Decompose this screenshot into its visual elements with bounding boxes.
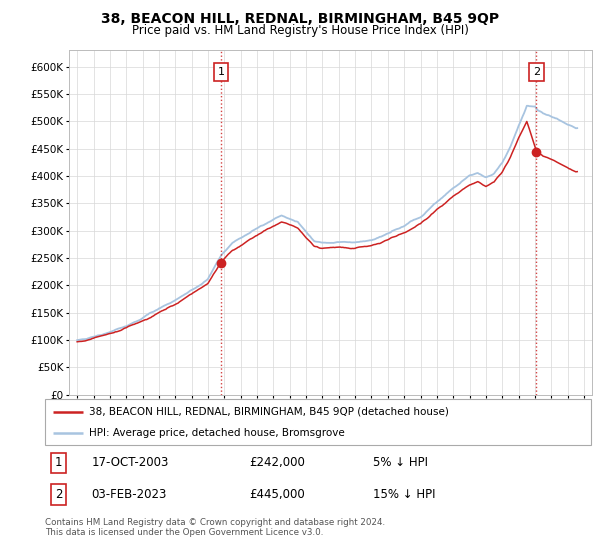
Text: HPI: Average price, detached house, Bromsgrove: HPI: Average price, detached house, Brom… bbox=[89, 428, 344, 438]
Text: Price paid vs. HM Land Registry's House Price Index (HPI): Price paid vs. HM Land Registry's House … bbox=[131, 24, 469, 36]
Text: 2: 2 bbox=[55, 488, 62, 501]
Text: Contains HM Land Registry data © Crown copyright and database right 2024.
This d: Contains HM Land Registry data © Crown c… bbox=[45, 518, 385, 538]
Text: 17-OCT-2003: 17-OCT-2003 bbox=[91, 456, 169, 469]
Text: 38, BEACON HILL, REDNAL, BIRMINGHAM, B45 9QP: 38, BEACON HILL, REDNAL, BIRMINGHAM, B45… bbox=[101, 12, 499, 26]
FancyBboxPatch shape bbox=[45, 399, 591, 445]
Text: 38, BEACON HILL, REDNAL, BIRMINGHAM, B45 9QP (detached house): 38, BEACON HILL, REDNAL, BIRMINGHAM, B45… bbox=[89, 407, 449, 417]
Text: £445,000: £445,000 bbox=[250, 488, 305, 501]
Text: 2: 2 bbox=[533, 67, 540, 77]
Text: £242,000: £242,000 bbox=[250, 456, 305, 469]
Text: 15% ↓ HPI: 15% ↓ HPI bbox=[373, 488, 435, 501]
Text: 1: 1 bbox=[55, 456, 62, 469]
Text: 1: 1 bbox=[218, 67, 224, 77]
Text: 5% ↓ HPI: 5% ↓ HPI bbox=[373, 456, 428, 469]
Text: 03-FEB-2023: 03-FEB-2023 bbox=[91, 488, 167, 501]
